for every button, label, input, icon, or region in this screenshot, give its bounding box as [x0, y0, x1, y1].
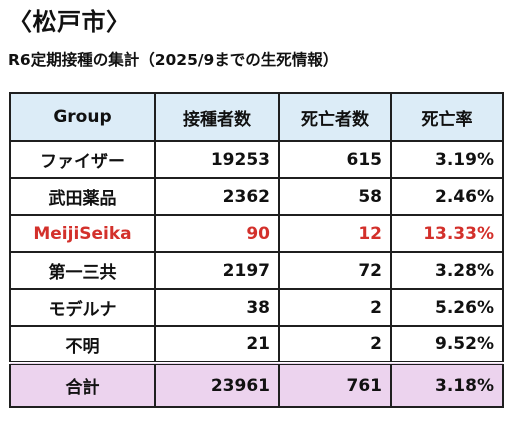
- cell-rate: 3.28%: [390, 251, 504, 290]
- table-subtitle: R6定期接種の集計（2025/9までの生死情報）: [8, 51, 339, 69]
- cell-deaths: 58: [278, 177, 392, 216]
- cell-vaccinated: 90: [154, 214, 280, 253]
- cell-rate: 2.46%: [390, 177, 504, 216]
- cell-group: モデルナ: [9, 288, 156, 327]
- table-row: 不明 21 2 9.52%: [9, 325, 504, 364]
- table-row: モデルナ 38 2 5.26%: [9, 288, 504, 327]
- cell-vaccinated: 19253: [154, 140, 280, 179]
- cell-group: 不明: [9, 325, 156, 364]
- cell-vaccinated: 2197: [154, 251, 280, 290]
- cell-vaccinated: 38: [154, 288, 280, 327]
- cell-deaths: 2: [278, 325, 392, 364]
- cell-rate: 3.19%: [390, 140, 504, 179]
- cell-deaths: 761: [278, 361, 392, 408]
- cell-rate: 3.18%: [390, 361, 504, 408]
- cell-rate: 9.52%: [390, 325, 504, 364]
- table-row: 武田薬品 2362 58 2.46%: [9, 177, 504, 216]
- cell-rate: 13.33%: [390, 214, 504, 253]
- cell-vaccinated: 2362: [154, 177, 280, 216]
- cell-group: MeijiSeika: [9, 214, 156, 253]
- header-deaths: 死亡者数: [278, 92, 392, 142]
- cell-rate: 5.26%: [390, 288, 504, 327]
- header-group: Group: [9, 92, 156, 142]
- table-row-highlighted: MeijiSeika 90 12 13.33%: [9, 214, 504, 253]
- table-row: ファイザー 19253 615 3.19%: [9, 140, 504, 179]
- vaccination-death-table: Group 接種者数 死亡者数 死亡率 ファイザー 19253 615 3.19…: [9, 92, 504, 408]
- header-row: Group 接種者数 死亡者数 死亡率: [9, 92, 504, 142]
- header-rate: 死亡率: [390, 92, 504, 142]
- cell-group: 第一三共: [9, 251, 156, 290]
- table-row: 第一三共 2197 72 3.28%: [9, 251, 504, 290]
- cell-deaths: 2: [278, 288, 392, 327]
- cell-deaths: 12: [278, 214, 392, 253]
- page-title: 〈松戸市〉: [8, 8, 131, 36]
- cell-group: ファイザー: [9, 140, 156, 179]
- header-vaccinated: 接種者数: [154, 92, 280, 142]
- cell-vaccinated: 23961: [154, 361, 280, 408]
- cell-group: 合計: [9, 361, 156, 408]
- cell-deaths: 615: [278, 140, 392, 179]
- cell-vaccinated: 21: [154, 325, 280, 364]
- cell-deaths: 72: [278, 251, 392, 290]
- cell-group: 武田薬品: [9, 177, 156, 216]
- total-row: 合計 23961 761 3.18%: [9, 361, 504, 408]
